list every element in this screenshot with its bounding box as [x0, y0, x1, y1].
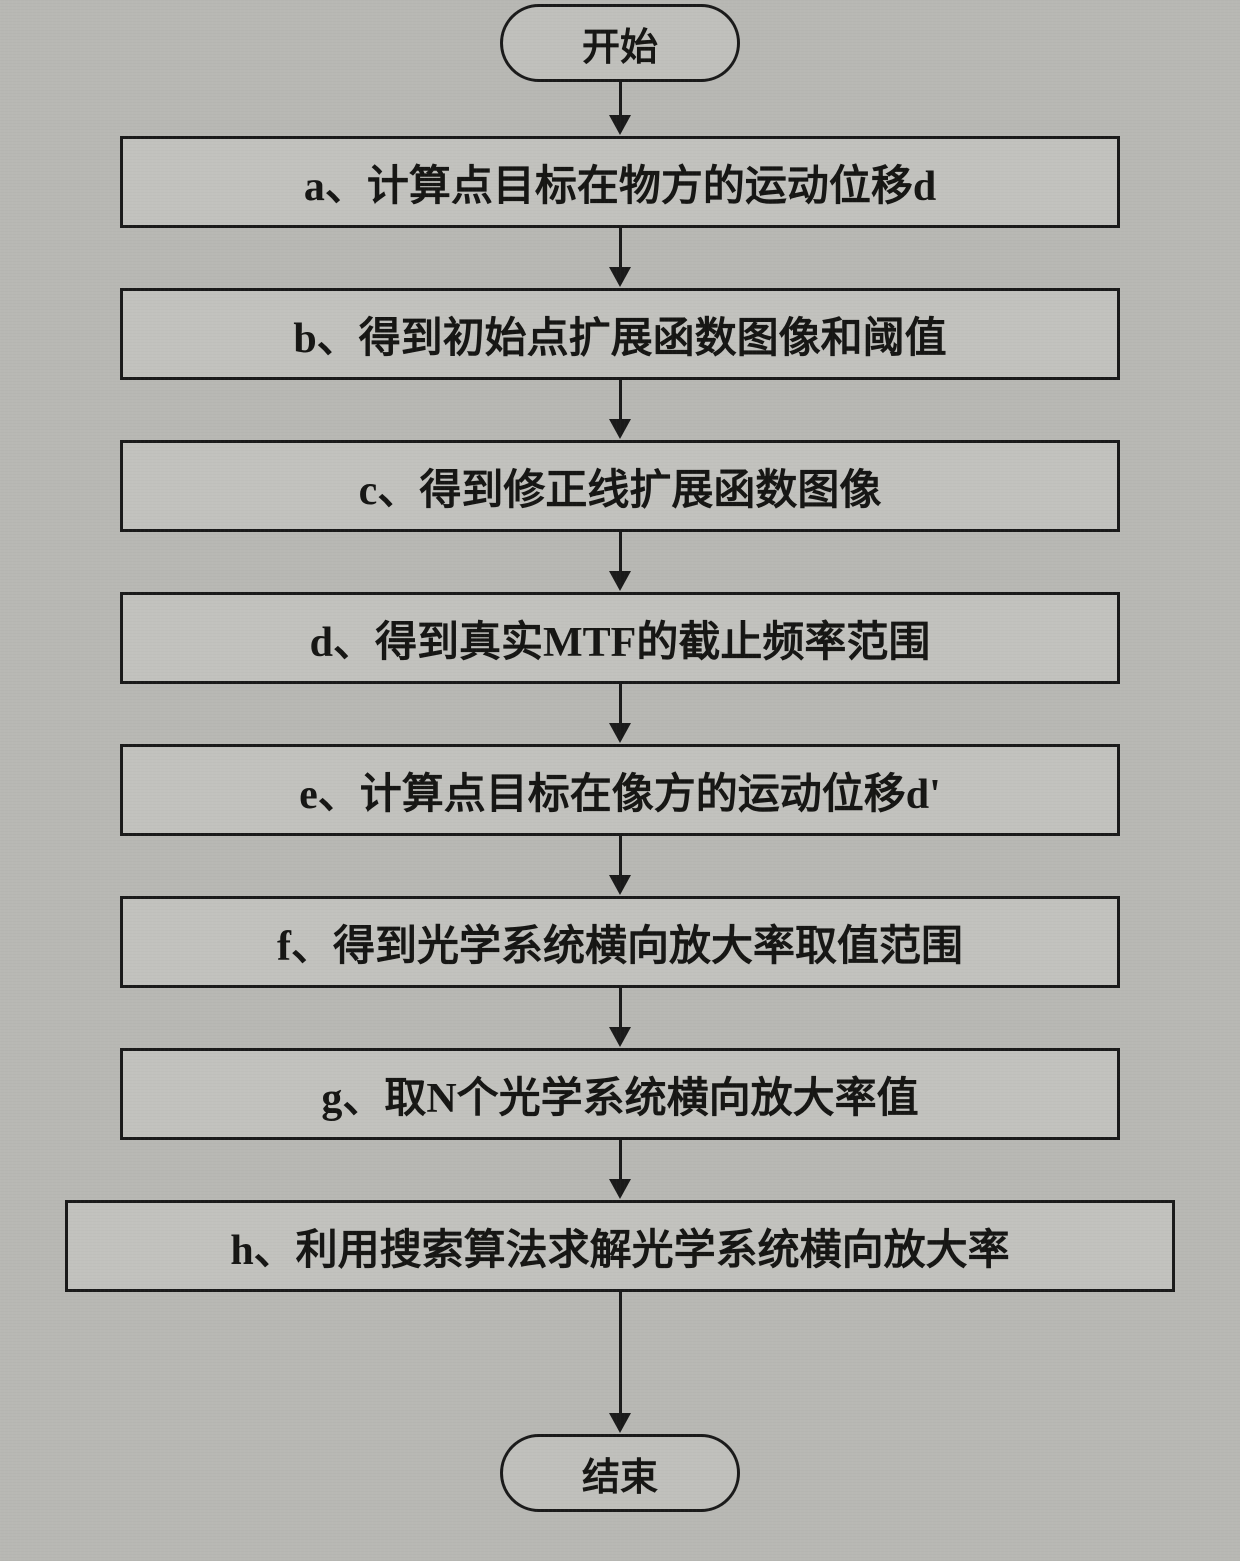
node-end-label: 结束: [582, 1446, 658, 1501]
arrow-head-icon: [609, 1027, 631, 1047]
node-f-label: f、得到光学系统横向放大率取值范围: [277, 912, 963, 973]
node-d: d、得到真实MTF的截止频率范围: [120, 592, 1120, 684]
arrow-head-icon: [609, 1413, 631, 1433]
arrow-head-icon: [609, 267, 631, 287]
arrow-line: [619, 228, 622, 268]
arrow-head-icon: [609, 1179, 631, 1199]
arrow-line: [619, 1292, 622, 1414]
arrow-line: [619, 1140, 622, 1180]
node-c: c、得到修正线扩展函数图像: [120, 440, 1120, 532]
node-a: a、计算点目标在物方的运动位移d: [120, 136, 1120, 228]
arrow-g-h: [609, 1140, 631, 1199]
flowchart-container: 开始 a、计算点目标在物方的运动位移d b、得到初始点扩展函数图像和阈值 c、得到修正…: [0, 0, 1240, 1561]
node-h-label: h、利用搜索算法求解光学系统横向放大率: [230, 1216, 1009, 1277]
arrow-head-icon: [609, 875, 631, 895]
arrow-line: [619, 684, 622, 724]
arrow-line: [619, 988, 622, 1028]
arrow-c-d: [609, 532, 631, 591]
node-f: f、得到光学系统横向放大率取值范围: [120, 896, 1120, 988]
arrow-head-icon: [609, 723, 631, 743]
node-g: g、取N个光学系统横向放大率值: [120, 1048, 1120, 1140]
node-start-label: 开始: [582, 16, 658, 71]
node-h: h、利用搜索算法求解光学系统横向放大率: [65, 1200, 1175, 1292]
node-start: 开始: [500, 4, 740, 82]
node-a-label: a、计算点目标在物方的运动位移d: [304, 152, 936, 213]
node-d-label: d、得到真实MTF的截止频率范围: [310, 608, 931, 669]
arrow-head-icon: [609, 419, 631, 439]
node-e: e、计算点目标在像方的运动位移d': [120, 744, 1120, 836]
arrow-head-icon: [609, 115, 631, 135]
arrow-d-e: [609, 684, 631, 743]
arrow-a-b: [609, 228, 631, 287]
node-end: 结束: [500, 1434, 740, 1512]
node-e-label: e、计算点目标在像方的运动位移d': [299, 760, 941, 821]
node-b: b、得到初始点扩展函数图像和阈值: [120, 288, 1120, 380]
arrow-e-f: [609, 836, 631, 895]
arrow-line: [619, 532, 622, 572]
arrow-b-c: [609, 380, 631, 439]
node-g-label: g、取N个光学系统横向放大率值: [321, 1064, 918, 1125]
arrow-f-g: [609, 988, 631, 1047]
arrow-h-end: [609, 1292, 631, 1433]
arrow-line: [619, 836, 622, 876]
arrow-line: [619, 82, 622, 116]
node-b-label: b、得到初始点扩展函数图像和阈值: [293, 304, 946, 365]
arrow-line: [619, 380, 622, 420]
arrow-start-a: [609, 82, 631, 135]
node-c-label: c、得到修正线扩展函数图像: [359, 456, 882, 517]
arrow-head-icon: [609, 571, 631, 591]
